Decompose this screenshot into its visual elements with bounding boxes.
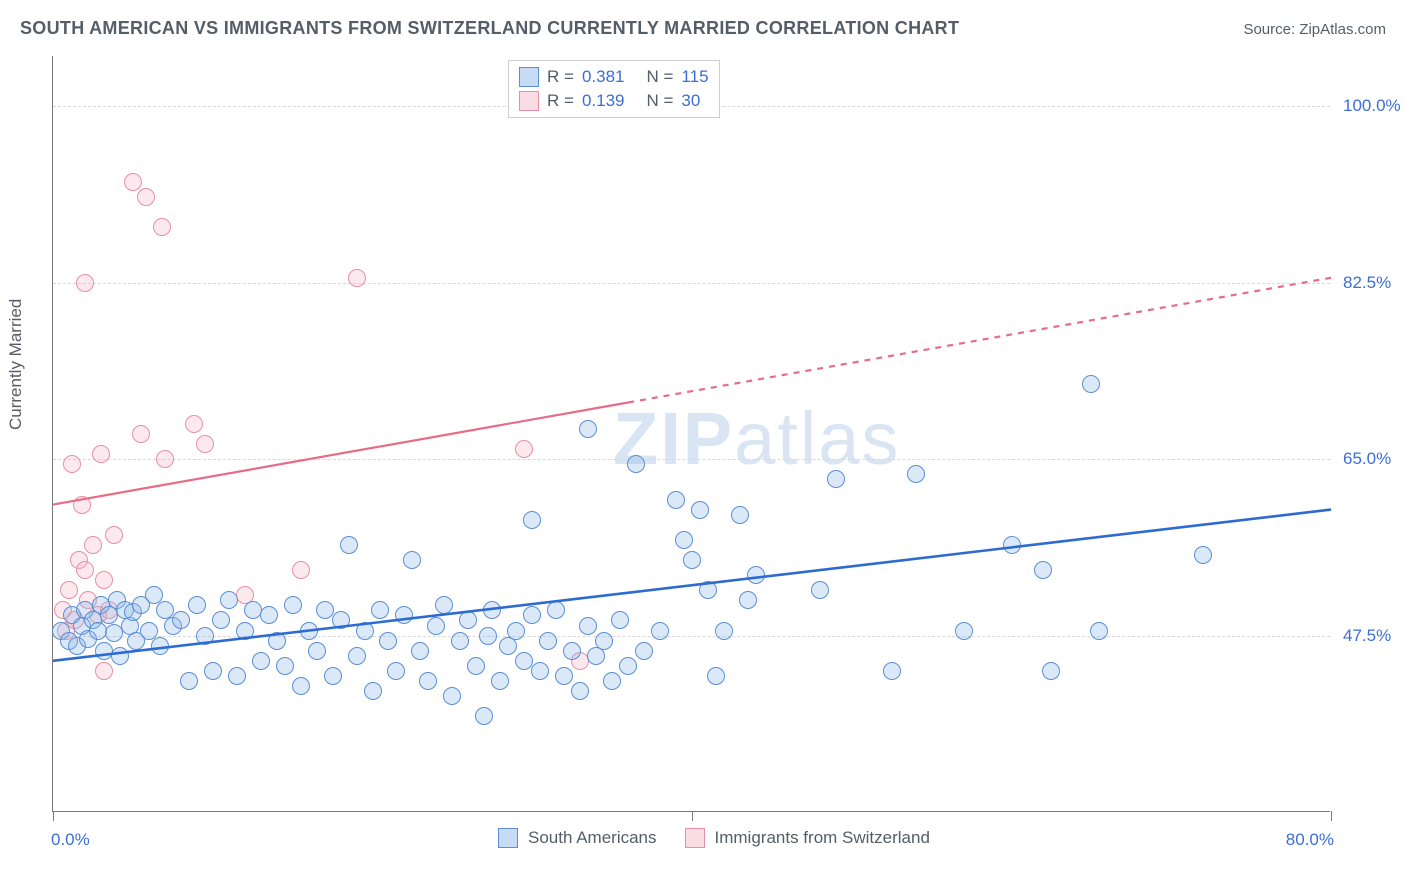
y-tick-label: 82.5% [1343, 273, 1391, 293]
stats-legend-row: R = 0.139 N = 30 [519, 89, 709, 113]
x-tick-label: 80.0% [1286, 830, 1334, 850]
y-axis-label: Currently Married [6, 299, 26, 430]
n-label: N = [646, 65, 673, 89]
r-label: R = [547, 89, 574, 113]
trend-line [53, 56, 1331, 812]
stats-legend: R = 0.381 N = 115 R = 0.139 N = 30 [508, 60, 720, 118]
chart-title: SOUTH AMERICAN VS IMMIGRANTS FROM SWITZE… [20, 18, 959, 39]
stats-legend-row: R = 0.381 N = 115 [519, 65, 709, 89]
legend-swatch [498, 828, 518, 848]
n-label: N = [646, 89, 673, 113]
legend-swatch [519, 67, 539, 87]
r-label: R = [547, 65, 574, 89]
plot-area: ZIPatlas 100.0%82.5%65.0%47.5%0.0%80.0%R… [52, 56, 1330, 812]
legend-swatch [519, 91, 539, 111]
legend-label: South Americans [528, 828, 657, 848]
y-tick-label: 65.0% [1343, 449, 1391, 469]
n-value: 115 [681, 65, 708, 89]
x-tick-mark [1331, 811, 1332, 821]
chart-source: Source: ZipAtlas.com [1243, 21, 1386, 38]
r-value: 0.381 [582, 65, 625, 89]
x-tick-label: 0.0% [51, 830, 90, 850]
n-value: 30 [681, 89, 700, 113]
y-tick-label: 100.0% [1343, 96, 1401, 116]
legend-swatch [685, 828, 705, 848]
series-legend: South Americans Immigrants from Switzerla… [498, 828, 948, 848]
legend-label: Immigrants from Switzerland [715, 828, 930, 848]
r-value: 0.139 [582, 89, 625, 113]
x-tick-mark [53, 811, 54, 821]
y-tick-label: 47.5% [1343, 626, 1391, 646]
x-tick-mark [692, 811, 693, 821]
